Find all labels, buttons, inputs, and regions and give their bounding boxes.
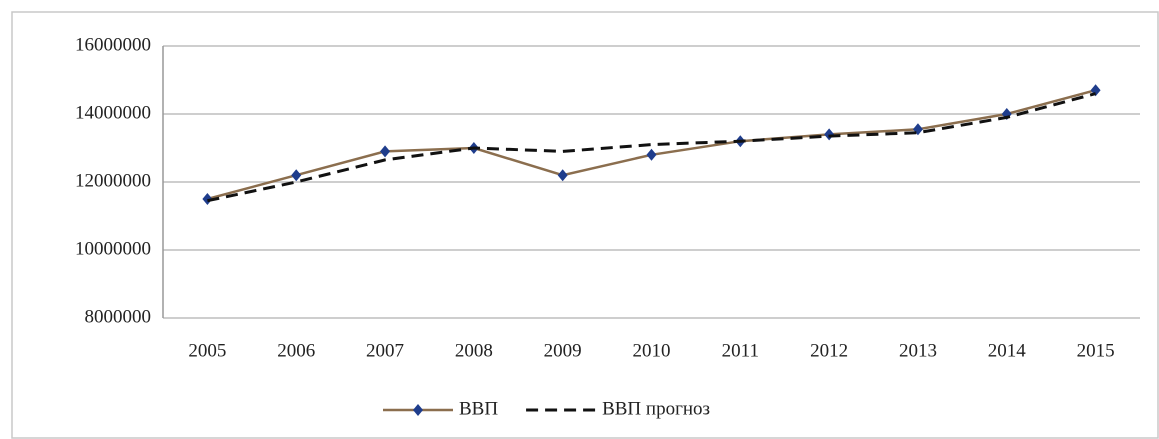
x-tick-label: 2007: [366, 340, 404, 361]
x-tick-label: 2011: [722, 340, 759, 361]
y-tick-label: 10000000: [75, 238, 151, 259]
marker: [646, 148, 657, 161]
legend-label: ВВП прогноз: [602, 398, 710, 419]
x-tick-label: 2015: [1077, 340, 1115, 361]
y-tick-label: 8000000: [85, 306, 152, 327]
x-tick-label: 2010: [633, 340, 671, 361]
series-line: [207, 92, 1096, 203]
y-tick-label: 16000000: [75, 34, 151, 55]
x-tick-label: 2013: [899, 340, 937, 361]
y-tick-label: 12000000: [75, 170, 151, 191]
legend-marker: [413, 404, 423, 416]
marker: [202, 193, 213, 205]
x-tick-label: 2005: [188, 340, 226, 361]
marker: [380, 145, 391, 158]
chart-frame: [11, 11, 1159, 439]
y-tick-label: 14000000: [75, 102, 151, 123]
x-tick-label: 2009: [544, 340, 582, 361]
x-tick-label: 2008: [455, 340, 493, 361]
marker: [291, 169, 302, 182]
legend-label: ВВП: [459, 398, 498, 419]
x-tick-label: 2014: [988, 340, 1027, 361]
x-tick-label: 2006: [277, 340, 315, 361]
x-tick-label: 2012: [810, 340, 848, 361]
marker: [557, 169, 568, 182]
